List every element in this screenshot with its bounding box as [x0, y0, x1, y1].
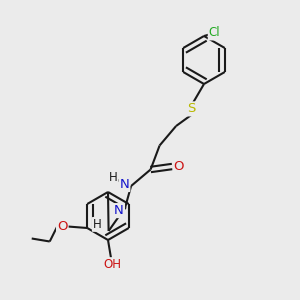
- Text: O: O: [174, 160, 184, 173]
- Text: OH: OH: [103, 258, 122, 271]
- Text: N: N: [114, 204, 124, 217]
- Text: N: N: [120, 178, 129, 191]
- Text: H: H: [93, 218, 102, 231]
- Text: S: S: [187, 102, 195, 116]
- Text: Cl: Cl: [209, 26, 220, 40]
- Text: O: O: [57, 220, 68, 233]
- Text: H: H: [109, 171, 118, 184]
